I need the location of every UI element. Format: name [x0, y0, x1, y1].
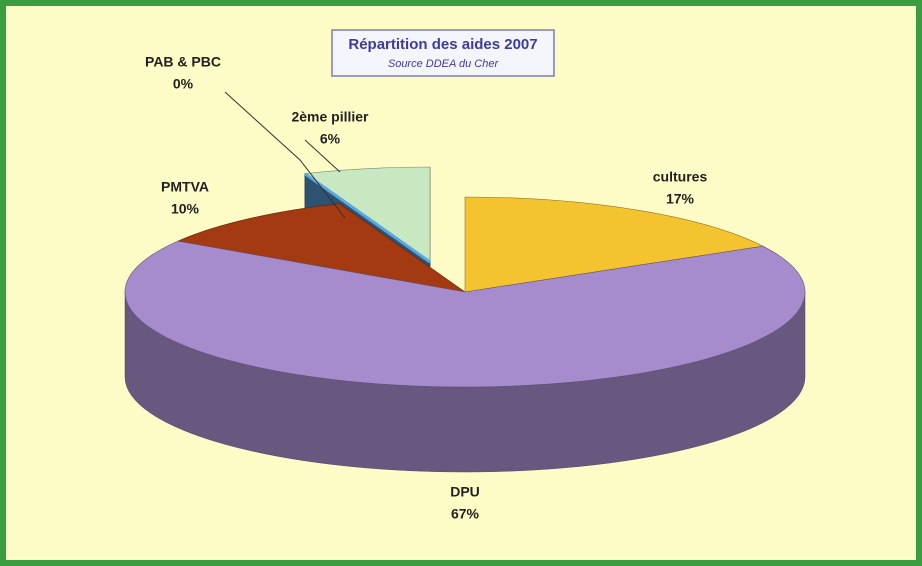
- slice-value-label: 17%: [666, 191, 695, 207]
- chart-subtitle: Source DDEA du Cher: [388, 58, 500, 70]
- slice: [303, 172, 431, 264]
- pie: [124, 166, 806, 473]
- slice: [124, 240, 806, 388]
- slice: [176, 203, 466, 293]
- slice-value-label: 10%: [171, 201, 200, 217]
- leader-line: [224, 91, 346, 219]
- chart-title: Répartition des aides 2007: [348, 36, 537, 53]
- slice-label: PMTVA: [161, 179, 209, 195]
- slice: [464, 196, 764, 293]
- labels: cultures 17% DPU 67% PMTVA 10% PAB & PBC 0% 2ème…: [145, 54, 707, 522]
- slice-label: PAB & PBC: [145, 54, 221, 70]
- slice-value-label: 6%: [320, 131, 341, 147]
- slice-label: cultures: [653, 169, 708, 185]
- leader-line: [304, 139, 341, 173]
- slice-value-label: 0%: [173, 76, 194, 92]
- slice-value-label: 67%: [451, 506, 480, 522]
- slice-label: DPU: [450, 484, 480, 500]
- title-box: [331, 29, 555, 77]
- slice-label: 2ème pillier: [291, 109, 369, 125]
